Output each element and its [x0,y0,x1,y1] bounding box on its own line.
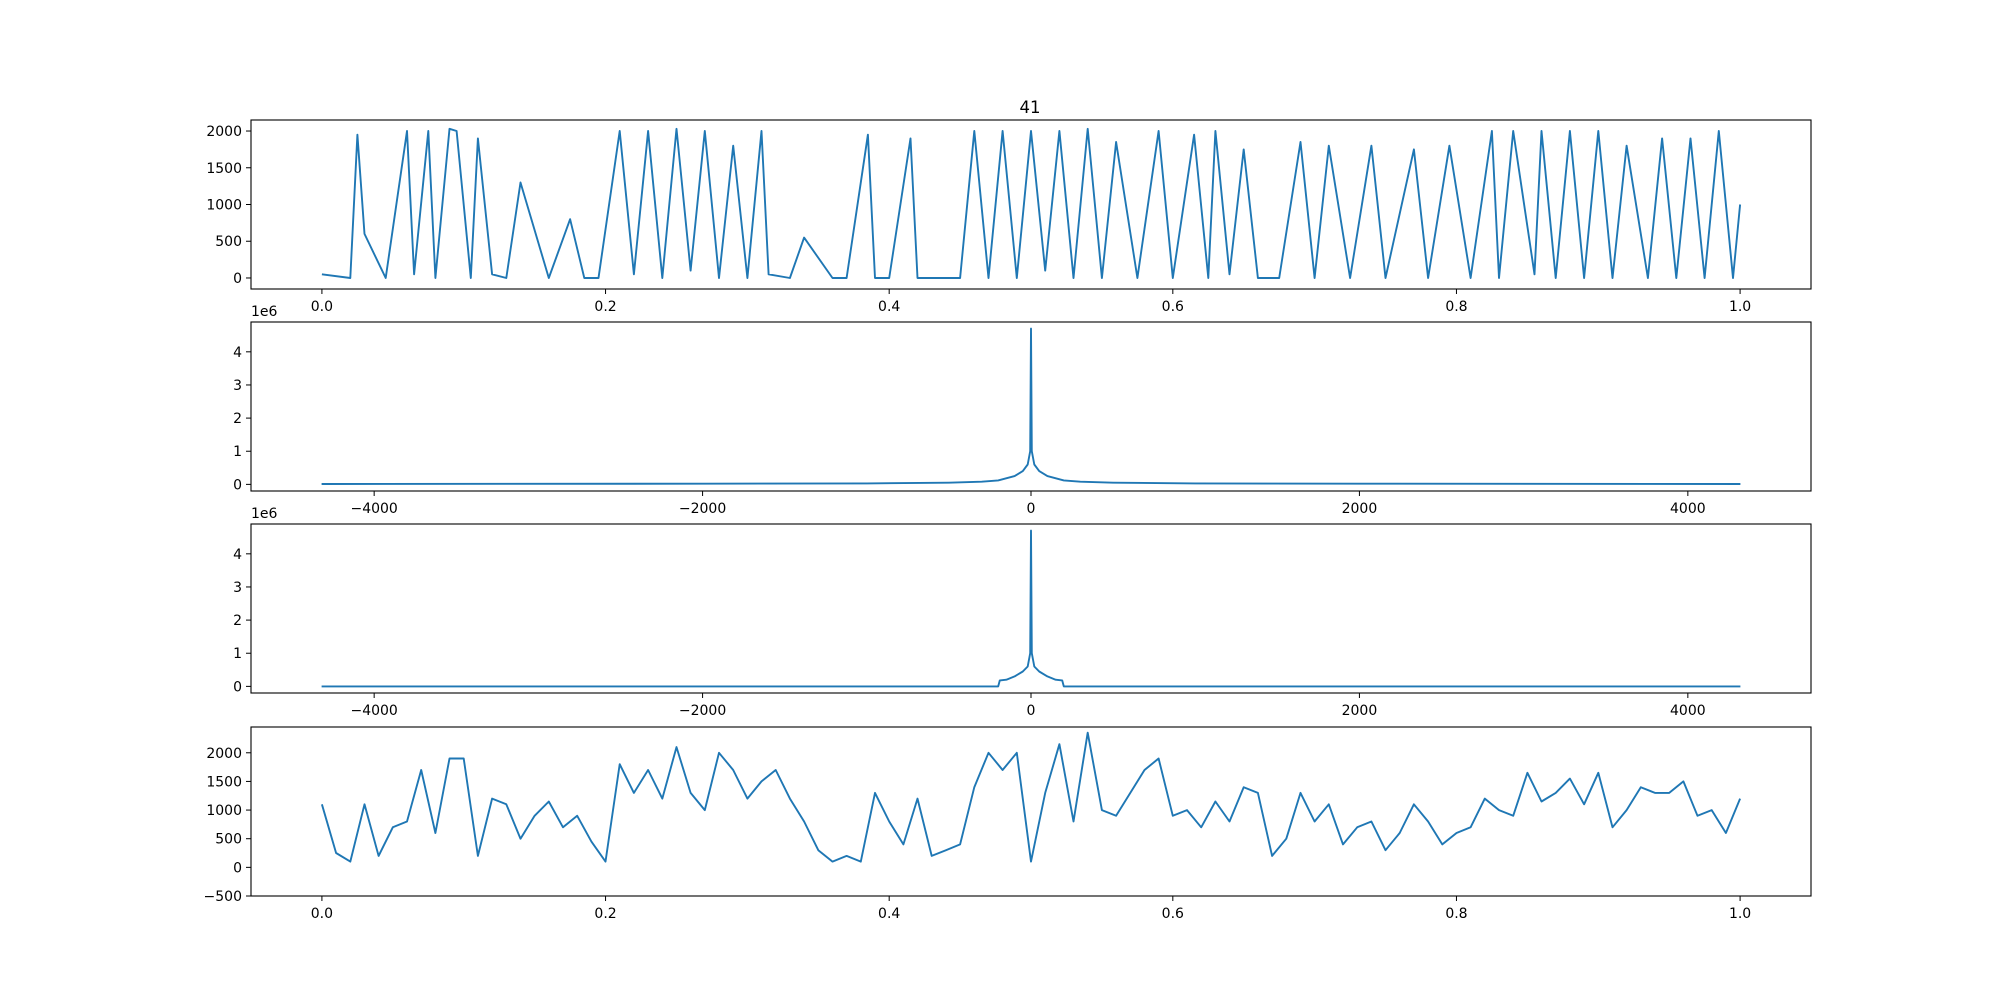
x-tick-label: 0.8 [1445,906,1467,922]
x-tick-label: 0 [1027,501,1036,517]
subplot-4: 0.0 0.2 0.4 0.6 0.8 1.0 −500 0 500 1000 1500 2000 [204,726,1812,922]
y-tick-label: 4 [233,345,242,361]
y-tick-label: −500 [204,889,242,905]
y-tick-label: 0 [233,679,242,695]
x-tick-label: 0.2 [594,906,616,922]
y-tick-label: 3 [233,378,242,394]
x-tick-label: 0 [1027,703,1036,719]
y-offset-label: 1e6 [251,506,278,522]
x-tick-label: −4000 [350,501,397,517]
y-offset-label: 1e6 [251,304,278,320]
y-tick-label: 2 [233,411,242,427]
subplot-4-series-line [320,731,1741,863]
x-tick-label: 0.0 [311,299,333,315]
y-tick-label: 2 [233,613,242,629]
subplot-3: −4000 −2000 0 2000 4000 0 1 2 3 4 1e6 [233,506,1812,719]
subplots: 0.0 0.2 0.4 0.6 0.8 1.00500100015002000−4000−… [204,119,1812,922]
y-tick-label: 0 [233,271,242,287]
x-tick-label: 2000 [1342,501,1378,517]
x-tick-label: 4000 [1670,703,1706,719]
x-tick-label: 0.2 [594,299,616,315]
subplot-1-series-line [321,127,1742,279]
x-tick-label: 4000 [1670,501,1706,517]
subplot-2: −4000 −2000 0 2000 4000 0 1 2 3 4 1e6 [233,304,1812,517]
x-tick-label: 0.8 [1445,299,1467,315]
y-tick-label: 500 [215,832,242,848]
y-tick-label: 1500 [206,774,242,790]
y-tick-label: 4 [233,547,242,563]
axes-frame [250,726,1812,897]
x-tick-label: 0.6 [1162,299,1184,315]
y-tick-label: 1500 [206,161,242,177]
y-tick-label: 3 [233,580,242,596]
figure-title: 41 [1020,98,1041,117]
subplot-2-series-line [321,327,1741,485]
y-tick-label: 1 [233,646,242,662]
y-tick-label: 2000 [206,124,242,140]
x-tick-label: 0.6 [1162,906,1184,922]
x-tick-label: 2000 [1342,703,1378,719]
y-tick-label: 2000 [206,746,242,762]
x-tick-label: 1.0 [1729,299,1751,315]
y-tick-label: 1000 [206,198,242,214]
y-tick-label: 0 [233,860,242,876]
x-tick-label: −2000 [679,501,726,517]
subplot-3-series-line [321,529,1741,688]
x-tick-label: −4000 [350,703,397,719]
y-tick-label: 0 [233,477,242,493]
x-tick-label: 0.0 [311,906,333,922]
subplot-1: 0.0 0.2 0.4 0.6 0.8 1.0 0 500 1000 1500 2000 [206,119,1812,315]
x-tick-label: −2000 [679,703,726,719]
y-tick-label: 1 [233,444,242,460]
x-tick-label: 0.4 [878,906,900,922]
x-tick-label: 1.0 [1729,906,1751,922]
x-tick-label: 0.4 [878,299,900,315]
y-tick-label: 500 [215,234,242,250]
y-tick-label: 1000 [206,803,242,819]
